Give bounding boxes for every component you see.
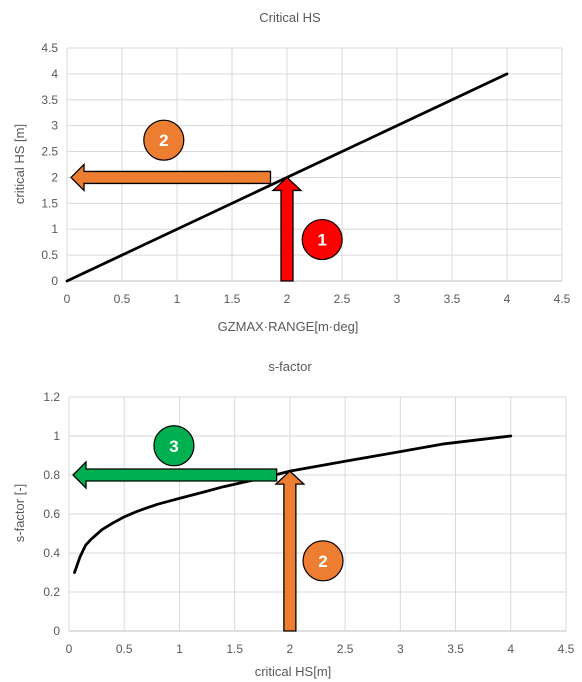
x-axis-label: critical HS[m]	[255, 664, 332, 679]
y-tick-label: 0.8	[43, 468, 60, 482]
y-tick-label: 1.2	[43, 390, 60, 404]
y-tick-label: 0	[53, 624, 60, 638]
x-tick-label: 0.5	[114, 292, 131, 306]
x-tick-label: 2.5	[337, 642, 354, 656]
y-tick-label: 1	[51, 222, 58, 236]
y-tick-label: 0.6	[43, 507, 60, 521]
step-badge-label: 2	[318, 552, 327, 571]
x-tick-label: 1	[174, 292, 181, 306]
y-tick-label: 3.5	[41, 93, 58, 107]
step-badge-label: 3	[169, 437, 178, 456]
x-tick-label: 1	[176, 642, 183, 656]
y-tick-label: 0.5	[41, 248, 58, 262]
x-axis-label: GZMAX·RANGE[m·deg]	[218, 319, 359, 334]
y-tick-label: 0.4	[43, 546, 60, 560]
chart-title: Critical HS	[259, 10, 321, 25]
arrow-up	[274, 470, 306, 632]
step-badge	[302, 540, 344, 582]
chart-title: s-factor	[268, 359, 312, 374]
x-tick-label: 4	[507, 642, 514, 656]
x-tick-label: 3	[394, 292, 401, 306]
y-tick-label: 2	[51, 170, 58, 184]
x-tick-label: 1.5	[226, 642, 243, 656]
grid	[68, 396, 567, 632]
arrow-left	[70, 162, 272, 193]
x-tick-label: 3	[397, 642, 404, 656]
x-tick-label: 0	[66, 642, 73, 656]
y-ticks: 0 0.2 0.4 0.6 0.8 1 1.2	[43, 390, 60, 638]
step-badge-label: 2	[159, 131, 168, 150]
x-tick-label: 1.5	[224, 292, 241, 306]
s-factor-chart: s-factor 0 0.2 0.4 0.6 0.8 1 1.2 0 0.5 1 1.5 2 2.5 3…	[12, 359, 575, 679]
x-tick-label: 3.5	[447, 642, 464, 656]
x-tick-label: 3.5	[444, 292, 461, 306]
plot-marks: 23	[72, 425, 513, 632]
series-line	[73, 434, 513, 574]
x-tick-label: 4.5	[554, 292, 571, 306]
arrow-up	[271, 176, 303, 282]
y-ticks: 0 0.5 1 1.5 2 2.5 3 3.5 4 4.5	[41, 41, 58, 288]
critical-hs-chart: Critical HS 0 0.5 1 1.5 2 2.5 3 3.5 4 4.5 0 0.5 1 1.…	[12, 10, 571, 334]
y-tick-label: 0	[51, 274, 58, 288]
y-tick-label: 1.5	[41, 196, 58, 210]
x-tick-label: 4.5	[558, 642, 575, 656]
y-axis-label: critical HS [m]	[12, 124, 27, 204]
y-tick-label: 4.5	[41, 41, 58, 55]
y-tick-label: 0.2	[43, 585, 60, 599]
y-tick-label: 2.5	[41, 145, 58, 159]
step-badge	[143, 119, 185, 161]
y-tick-label: 3	[51, 119, 58, 133]
step-badge-label: 1	[317, 231, 326, 250]
step-badge	[301, 218, 343, 261]
y-tick-label: 4	[51, 67, 58, 81]
y-axis-label: s-factor [-]	[12, 484, 27, 543]
x-ticks: 0 0.5 1 1.5 2 2.5 3 3.5 4 4.5	[66, 642, 575, 656]
x-tick-label: 4	[504, 292, 511, 306]
x-tick-label: 2.5	[334, 292, 351, 306]
x-tick-label: 2	[284, 292, 291, 306]
y-tick-label: 1	[53, 429, 60, 443]
x-tick-label: 0	[64, 292, 71, 306]
x-tick-label: 0.5	[116, 642, 133, 656]
step-badge	[153, 425, 195, 467]
plot-marks: 12	[65, 72, 509, 283]
x-ticks: 0 0.5 1 1.5 2 2.5 3 3.5 4 4.5	[64, 292, 571, 306]
arrow-left	[72, 460, 278, 490]
x-tick-label: 2	[287, 642, 294, 656]
